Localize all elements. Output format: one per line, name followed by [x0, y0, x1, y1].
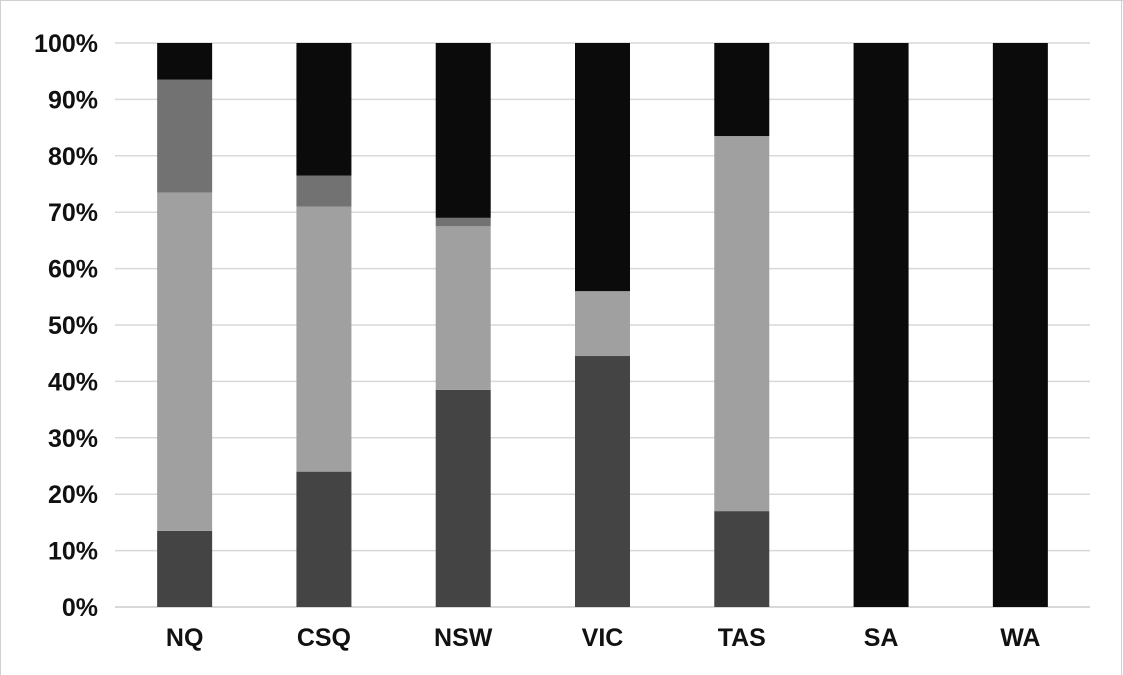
y-tick-label: 40%	[48, 368, 98, 396]
frame-top-border	[0, 0, 1123, 1]
y-tick-label: 30%	[48, 425, 98, 453]
x-category-label: SA	[864, 624, 899, 652]
x-category-label: NSW	[434, 624, 493, 652]
bar-segment-nsw-2	[435, 217, 491, 227]
bar-segment-csq-3	[296, 43, 352, 176]
y-tick-label: 100%	[34, 30, 98, 58]
frame-left-border	[0, 0, 1, 675]
bar-segment-vic-1	[575, 291, 630, 357]
x-category-label: CSQ	[297, 624, 351, 652]
y-tick-label: 10%	[48, 538, 98, 566]
y-tick-label: 50%	[48, 312, 98, 340]
x-category-label: NQ	[166, 624, 204, 652]
bar-segment-nq-0	[157, 530, 213, 607]
bar-segment-vic-3	[575, 43, 630, 292]
y-tick-label: 60%	[48, 256, 98, 284]
bar-layer	[157, 43, 1048, 607]
y-tick-label: 0%	[62, 594, 98, 622]
bar-segment-tas-1	[714, 136, 770, 512]
bar-segment-csq-2	[296, 175, 352, 207]
y-tick-label: 20%	[48, 481, 98, 509]
bar-segment-nq-3	[157, 43, 213, 80]
bar-segment-nsw-0	[435, 389, 491, 607]
bar-segment-wa-3	[992, 43, 1048, 607]
y-tick-label: 80%	[48, 143, 98, 171]
frame-right-border	[1121, 0, 1122, 675]
x-category-label: TAS	[718, 624, 766, 652]
bar-segment-csq-0	[296, 471, 352, 607]
bar-segment-nsw-3	[435, 43, 491, 218]
bar-segment-csq-1	[296, 206, 352, 472]
bar-segment-nq-1	[157, 192, 213, 531]
bar-segment-nq-2	[157, 79, 213, 193]
bar-segment-tas-3	[714, 43, 770, 137]
x-category-label: VIC	[582, 624, 624, 652]
bar-segment-vic-0	[575, 356, 630, 607]
bar-segment-sa-3	[853, 43, 909, 607]
y-tick-label: 90%	[48, 86, 98, 114]
bar-segment-tas-0	[714, 511, 770, 607]
x-category-label: WA	[1000, 624, 1040, 652]
y-tick-labels: 0% 10% 20% 30% 40% 50% 60% 70% 80% 90% 100%	[34, 30, 98, 622]
bar-segment-nsw-1	[435, 226, 491, 390]
y-tick-label: 70%	[48, 199, 98, 227]
x-category-labels: NQ CSQ NSW VIC TAS SA WA	[166, 624, 1041, 652]
